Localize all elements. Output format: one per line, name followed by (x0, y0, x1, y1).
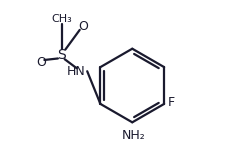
Text: O: O (36, 56, 46, 69)
Text: O: O (77, 20, 87, 33)
Text: CH₃: CH₃ (51, 14, 72, 24)
Text: NH₂: NH₂ (121, 129, 145, 142)
Text: HN: HN (67, 65, 85, 78)
Text: S: S (57, 49, 66, 62)
Text: F: F (167, 96, 174, 109)
